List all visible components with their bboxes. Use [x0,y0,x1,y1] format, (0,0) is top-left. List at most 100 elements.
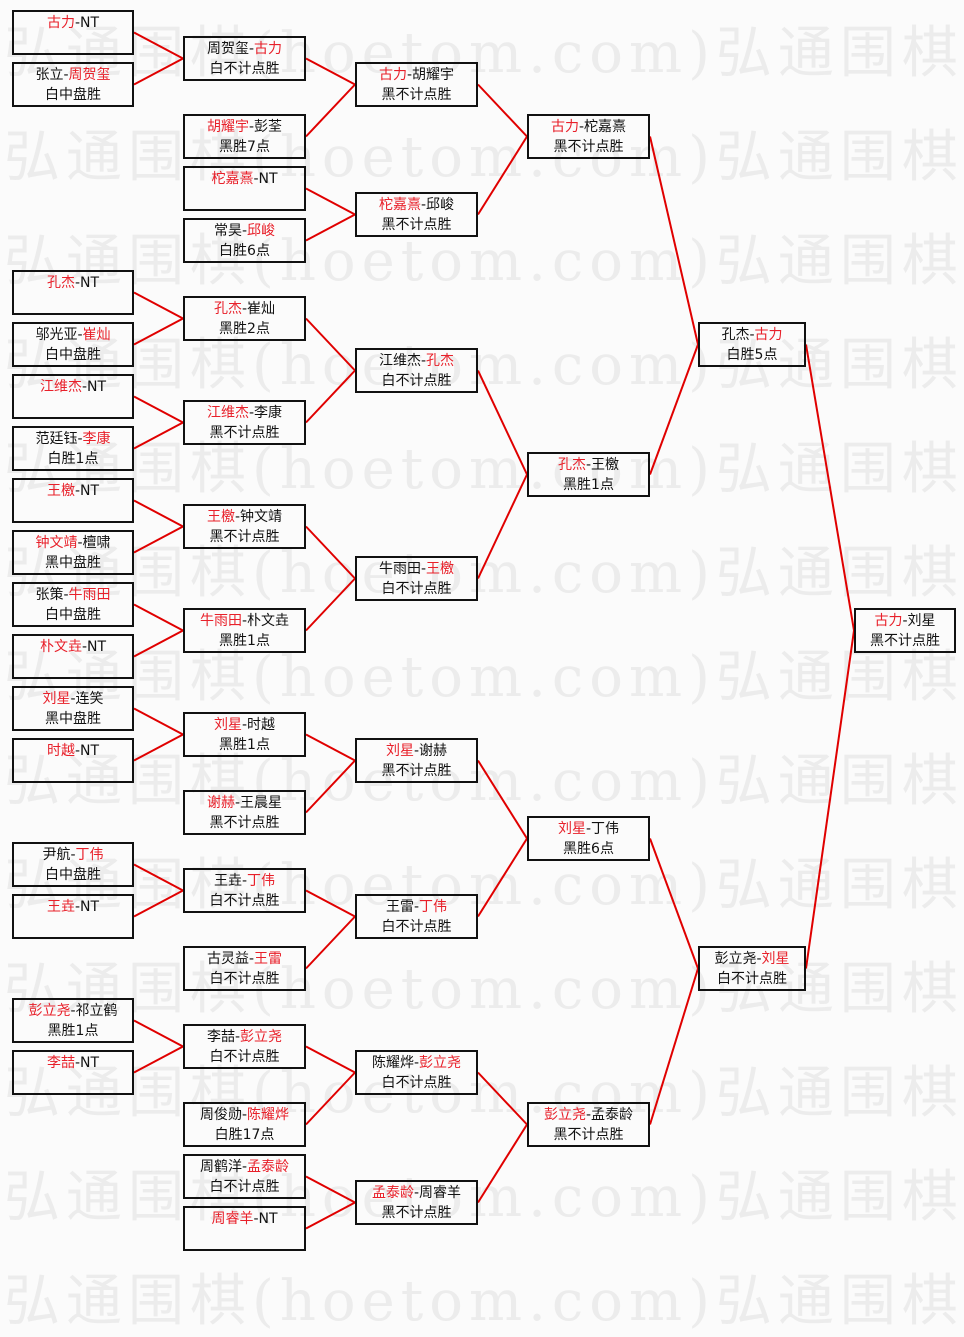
match-result: 白胜1点 [47,451,99,467]
connector-line [133,707,184,736]
separator: - [77,327,83,343]
match-box: 孔杰-古力 白胜5点 [698,322,806,367]
separator: - [234,1029,241,1045]
player-left: 古灵益 [206,951,249,967]
match-box: 范廷钰-李康 白胜1点 [12,426,134,471]
player-left: 柁嘉熹 [211,171,254,187]
player-right: 崔灿 [82,327,111,343]
match-result: 黑胜1点 [563,477,614,493]
separator: - [77,431,83,447]
player-right: 丁伟 [591,821,620,837]
match-players: 邬光亚-崔灿 [14,325,132,345]
player-right: NT [80,1055,100,1071]
player-left: 古力 [378,67,407,83]
separator: - [241,717,248,733]
separator: - [756,951,762,967]
player-right: 孟泰龄 [591,1107,634,1123]
match-players: 孔杰-NT [14,273,132,293]
connector-line [133,291,184,320]
player-right: NT [80,899,100,915]
match-box: 王垚-丁伟 白不计点胜 [183,868,306,913]
player-right: 牛雨田 [68,587,111,603]
match-box: 刘星-丁伟 黑胜6点 [527,816,650,861]
separator: - [413,1055,420,1071]
separator: - [70,691,76,707]
match-players: 古力-NT [14,13,132,33]
match-box: 钟文靖-檀啸 黑中盘胜 [12,530,134,575]
match-box: 常昊-邱峻 白胜6点 [183,218,306,263]
connector-line [477,759,528,840]
player-left: 彭立尧 [28,1003,71,1019]
match-players: 古力-柁嘉熹 [529,117,648,137]
player-right: 胡耀宇 [412,67,455,83]
connector-line [477,370,528,475]
match-players: 王垚-NT [14,897,132,917]
match-players: 牛雨田-朴文垚 [185,611,304,631]
match-players: 王檄-NT [14,481,132,501]
separator: - [74,1055,81,1071]
match-box: 谢赫-王晨星 黑不计点胜 [183,790,306,835]
player-left: 周睿羊 [211,1211,254,1227]
player-left: 孔杰 [213,301,242,317]
match-result: 黑胜2点 [219,321,270,337]
separator: - [74,275,81,291]
match-result: 黑胜1点 [47,1023,99,1039]
separator: - [241,613,248,629]
connector-line [133,395,184,424]
player-right: 朴文垚 [247,613,290,629]
player-left: 刘星 [213,717,242,733]
match-box: 彭立尧-刘星 白不计点胜 [698,946,806,991]
match-players: 时越-NT [14,741,132,761]
match-result: 白不计点胜 [209,61,280,77]
player-right: 王檄 [591,457,620,473]
player-left: 周俊勋 [199,1107,242,1123]
match-players: 江维杰-孔杰 [357,351,476,371]
separator: - [81,379,88,395]
player-right: 丁伟 [247,873,276,889]
connector-line [305,525,356,580]
connector-line [305,1045,356,1074]
match-box: 柁嘉熹-邱峻 黑不计点胜 [355,192,478,237]
match-result: 黑不计点胜 [209,425,280,441]
match-players: 周睿羊-NT [185,1209,304,1229]
connector-line [305,915,356,970]
match-result: 白不计点胜 [381,919,452,935]
separator: - [253,171,259,187]
match-players: 李喆-NT [14,1053,132,1073]
player-left: 彭立尧 [714,951,757,967]
match-players: 常昊-邱峻 [185,221,304,241]
player-right: 檀啸 [82,535,111,551]
player-left: 周鹤洋 [199,1159,242,1175]
player-right: 刘星 [907,613,936,629]
connector-line [305,369,356,424]
player-right: 邱峻 [426,197,455,213]
player-left: 孔杰 [557,457,586,473]
connector-line [133,525,184,554]
player-left: 古力 [874,613,903,629]
connector-line [305,1071,356,1126]
match-players: 柁嘉熹-NT [185,169,304,189]
match-box: 周睿羊-NT [183,1206,306,1251]
connector-line [305,213,356,242]
separator: - [406,67,413,83]
separator: - [420,353,427,369]
match-result: 黑胜6点 [563,841,614,857]
match-result: 白不计点胜 [717,971,787,987]
connector-line [477,1123,528,1204]
connector-line [305,187,356,216]
connector-line [477,135,528,216]
match-box: 牛雨田-王檄 白不计点胜 [355,556,478,601]
match-players: 古力-刘星 [856,611,954,631]
match-box: 周贺玺-古力 白不计点胜 [183,36,306,81]
separator: - [241,301,248,317]
player-right: 崔灿 [247,301,276,317]
player-right: NT [87,379,107,395]
separator: - [63,67,69,83]
separator: - [70,1003,76,1019]
player-right: 王晨星 [240,795,283,811]
player-left: 李喆 [46,1055,75,1071]
match-result: 黑不计点胜 [553,139,624,155]
match-box: 王檄-NT [12,478,134,523]
connector-line [133,1045,184,1074]
separator: - [420,197,427,213]
